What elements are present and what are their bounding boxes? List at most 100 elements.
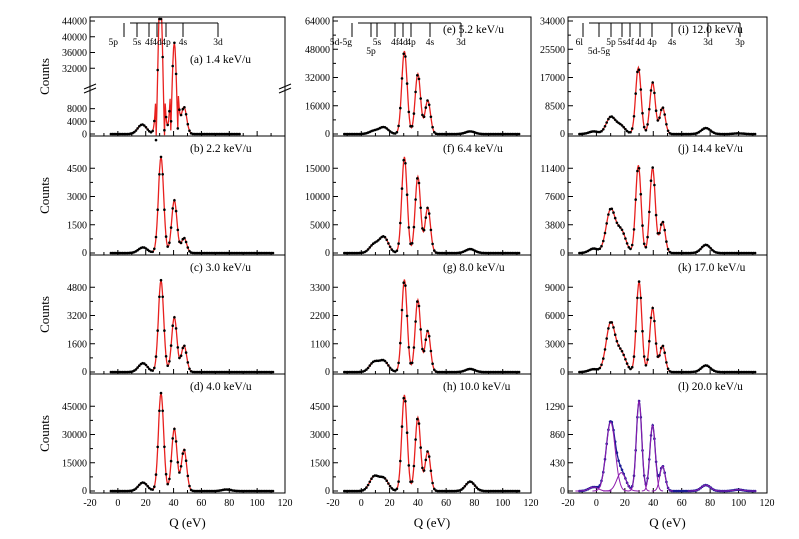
data-point: [700, 245, 704, 249]
data-point: [163, 128, 166, 132]
level-label: 6l: [576, 38, 584, 48]
data-point: [627, 365, 631, 369]
data-point: [388, 484, 392, 488]
data-point: [612, 116, 615, 120]
y-tick-label: 3300: [310, 283, 330, 294]
data-point: [154, 355, 158, 358]
data-point: [395, 368, 399, 372]
y-tick-label: 32000: [305, 73, 330, 84]
y-tick-label: 0: [560, 486, 565, 497]
data-point: [663, 351, 666, 355]
data-point: [603, 125, 607, 128]
data-point: [143, 124, 146, 127]
data-point: [422, 115, 426, 118]
data-point: [385, 361, 389, 365]
data-point: [630, 127, 634, 130]
data-point: [424, 458, 428, 462]
data-point: [649, 179, 653, 182]
data-point: [603, 231, 607, 235]
x-tick-label: -20: [326, 498, 339, 509]
data-point: [134, 129, 138, 132]
data-point: [642, 125, 646, 129]
data-point: [517, 489, 521, 493]
x-tick-label: 20: [141, 498, 151, 509]
data-point: [707, 365, 711, 369]
y-tick-label: 3000: [545, 339, 565, 350]
x-tick-label: 80: [705, 498, 715, 509]
data-point: [417, 422, 421, 425]
data-point: [421, 466, 424, 470]
data-point: [433, 249, 436, 252]
y-tick-label: 0: [325, 248, 330, 259]
level-label: 5s: [618, 38, 627, 48]
data-point: [658, 231, 661, 235]
data-point: [600, 363, 603, 367]
data-point: [637, 167, 641, 170]
data-point: [607, 213, 610, 216]
data-point: [629, 247, 632, 251]
data-point: [417, 77, 421, 81]
level-label: 4f: [145, 37, 154, 48]
x-tick-label: 60: [677, 498, 687, 509]
data-point: [171, 207, 174, 210]
data-point: [419, 206, 423, 210]
data-point: [427, 455, 431, 458]
data-point: [624, 358, 627, 361]
data-point: [174, 72, 178, 76]
data-point: [654, 109, 658, 112]
y-tick-label: 7600: [545, 192, 565, 203]
data-point: [750, 251, 753, 255]
data-point: [400, 308, 404, 312]
data-point: [405, 431, 409, 435]
data-point: [397, 124, 400, 128]
data-point: [630, 243, 634, 247]
fit-curve: [344, 50, 520, 135]
y-tick-label: 0: [560, 367, 565, 378]
y-tick-label: 0: [560, 248, 565, 259]
data-point: [653, 319, 656, 323]
panel-label: (k) 17.0 keV/u: [678, 262, 746, 274]
y-tick-label: 15000: [305, 164, 330, 175]
data-point: [168, 241, 171, 244]
data-point: [171, 64, 174, 68]
data-point: [388, 366, 392, 370]
x-tick-label: 120: [278, 498, 293, 509]
data-point: [431, 242, 434, 246]
data-point: [600, 129, 603, 133]
data-point: [407, 226, 411, 229]
data-point: [164, 355, 168, 358]
axis-break-mark: [83, 83, 97, 94]
x-tick-label: 120: [760, 498, 775, 509]
fit-component-1: [592, 421, 629, 492]
y-tick-label: 3800: [545, 220, 565, 231]
data-point: [363, 488, 367, 491]
data-point: [151, 250, 154, 254]
data-point: [397, 480, 400, 483]
data-point: [412, 225, 416, 229]
data-point: [753, 132, 757, 136]
y-tick-label: 3200: [67, 311, 87, 322]
x-tick-label: 120: [524, 498, 539, 509]
y-tick-label: 36000: [62, 48, 87, 59]
y-tick-label: 8500: [545, 101, 565, 112]
data-point: [164, 235, 168, 238]
level-label: 4f: [626, 37, 635, 48]
data-point: [431, 362, 434, 366]
data-point: [159, 391, 163, 395]
data-point: [161, 55, 164, 59]
data-point: [433, 130, 436, 134]
data-point: [402, 52, 406, 56]
data-point: [421, 227, 424, 230]
data-point: [602, 128, 605, 131]
data-point: [463, 485, 467, 488]
data-point: [653, 183, 656, 187]
data-point: [383, 477, 387, 480]
data-point: [644, 364, 648, 367]
data-point: [171, 324, 174, 328]
y-tick-label: 0: [82, 130, 87, 141]
data-point: [461, 486, 465, 490]
data-point: [387, 242, 390, 245]
data-point: [161, 409, 164, 413]
data-point: [181, 452, 185, 455]
level-label: 4d: [152, 38, 162, 48]
